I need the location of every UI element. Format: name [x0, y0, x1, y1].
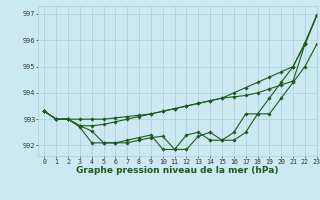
X-axis label: Graphe pression niveau de la mer (hPa): Graphe pression niveau de la mer (hPa)	[76, 166, 279, 175]
